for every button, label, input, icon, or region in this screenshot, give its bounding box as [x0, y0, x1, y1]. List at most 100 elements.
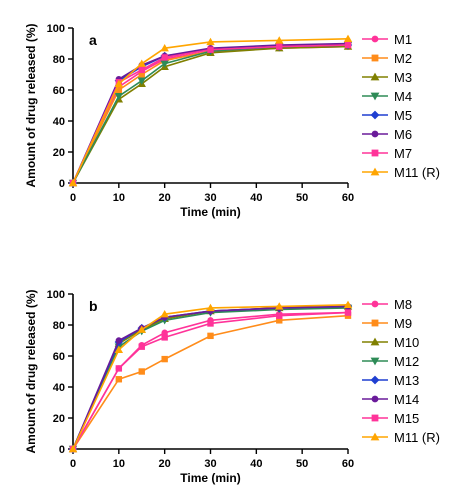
legend-entry: M1: [362, 32, 412, 47]
data-point: [160, 43, 169, 52]
legend-label: M13: [394, 373, 419, 388]
panel-label: a: [89, 32, 97, 48]
legend-entry: M10: [362, 335, 419, 350]
legend-entry: M15: [362, 411, 419, 426]
legend-entry: M12: [362, 354, 419, 369]
series-m11-r: [68, 34, 353, 187]
data-point: [207, 332, 214, 340]
data-point: [115, 337, 123, 344]
chart-panel-b: 0 20 40 60 80 100 0 10 20 30 40 50 60 Time (min) Amoun…: [24, 289, 440, 485]
x-tick-label: 50: [296, 192, 308, 204]
legend-marker: [371, 35, 379, 43]
y-tick-label: 60: [53, 351, 65, 363]
data-point: [161, 334, 168, 341]
x-tick-label: 30: [204, 192, 216, 204]
y-tick-label: 0: [59, 178, 65, 190]
legend-label: M10: [394, 335, 419, 350]
legend-marker: [370, 375, 380, 385]
series-m1: [69, 43, 352, 187]
legend-entry: M2: [362, 51, 412, 66]
legend-entry: M14: [362, 392, 419, 407]
legend-entry: M13: [362, 373, 419, 388]
legend-label: M14: [394, 392, 419, 407]
series-line: [72, 307, 349, 450]
legend-label: M2: [394, 51, 412, 66]
data-point: [344, 309, 352, 316]
data-point: [138, 71, 145, 78]
data-point: [160, 309, 169, 318]
legend-marker: [371, 300, 379, 308]
x-axis-label: Time (min): [180, 471, 240, 485]
legend-label: M3: [394, 70, 412, 85]
x-tick-label: 40: [250, 192, 262, 204]
legend-marker: [371, 149, 379, 157]
x-tick-label: 50: [296, 458, 308, 470]
y-tick-label: 60: [53, 85, 65, 97]
y-axis-label: Amount of drug released (%): [24, 23, 38, 187]
data-point: [276, 43, 283, 50]
series-m15: [69, 309, 352, 453]
legend-marker: [371, 130, 379, 138]
legend-entry: M11 (R): [362, 430, 440, 445]
data-point: [138, 66, 145, 74]
legend-marker: [370, 110, 380, 120]
legend-label: M11 (R): [394, 430, 440, 445]
legend-marker: [371, 414, 379, 422]
y-tick-label: 40: [53, 382, 65, 394]
legend-marker: [370, 337, 380, 346]
x-tick-label: 60: [342, 458, 354, 470]
data-point: [115, 86, 123, 94]
x-tick-label: 60: [342, 192, 354, 204]
y-axis-label: Amount of drug released (%): [24, 289, 38, 453]
data-point: [206, 37, 215, 46]
data-point: [138, 368, 145, 375]
data-point: [344, 41, 352, 49]
data-point: [114, 93, 124, 101]
series-m9: [69, 312, 352, 453]
legend-marker: [370, 167, 380, 176]
x-tick-label: 20: [159, 192, 171, 204]
series-line: [72, 44, 349, 184]
legend-entry: M7: [362, 146, 412, 161]
legend-marker: [370, 72, 380, 81]
data-point: [115, 365, 123, 372]
data-point: [137, 325, 146, 333]
legend-marker: [370, 357, 380, 366]
x-tick-label: 0: [70, 458, 76, 470]
y-tick-label: 80: [53, 54, 65, 66]
legend-label: M4: [394, 89, 412, 104]
y-tick-label: 100: [47, 289, 65, 301]
y-tick-label: 20: [53, 413, 65, 425]
data-point: [137, 59, 146, 67]
legend-label: M15: [394, 411, 419, 426]
series-line: [72, 42, 349, 184]
data-point: [275, 36, 284, 44]
legend-label: M8: [394, 297, 412, 312]
data-point: [276, 317, 283, 324]
x-axis-label: Time (min): [180, 205, 240, 219]
legend-label: M12: [394, 354, 419, 369]
legend-entry: M11 (R): [362, 165, 440, 180]
data-point: [68, 444, 78, 453]
data-point: [206, 303, 215, 312]
data-point: [161, 54, 168, 61]
legend-marker: [371, 395, 379, 403]
legend-entry: M6: [362, 127, 412, 142]
series-line: [72, 44, 349, 184]
data-point: [137, 77, 146, 85]
legend-entry: M4: [362, 89, 412, 104]
data-point: [276, 312, 283, 319]
series-m7: [69, 41, 352, 187]
y-tick-label: 100: [47, 23, 65, 35]
data-point: [343, 34, 353, 43]
series-m12: [68, 304, 353, 454]
series-m2: [69, 41, 352, 187]
legend-marker: [371, 54, 379, 62]
legend-marker: [370, 432, 380, 441]
series-line: [72, 44, 349, 184]
data-point: [275, 302, 284, 310]
data-point: [160, 60, 169, 68]
legend-marker: [370, 92, 380, 101]
legend-label: M7: [394, 146, 412, 161]
